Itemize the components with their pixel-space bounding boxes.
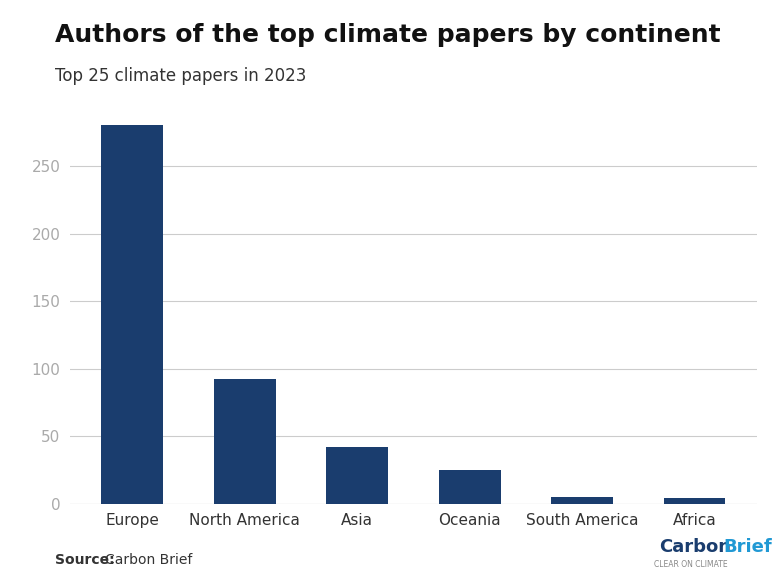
Text: Top 25 climate papers in 2023: Top 25 climate papers in 2023 [55, 67, 306, 85]
Bar [326, 447, 388, 504]
Text: Authors of the top climate papers by continent: Authors of the top climate papers by con… [55, 23, 720, 47]
Bar [438, 470, 501, 504]
Text: Carbon Brief: Carbon Brief [105, 554, 193, 567]
Bar [101, 126, 163, 504]
Text: Brief: Brief [724, 538, 772, 556]
Bar [214, 379, 275, 504]
Text: Source:: Source: [55, 554, 114, 567]
Bar [551, 497, 613, 504]
Text: CLEAR ON CLIMATE: CLEAR ON CLIMATE [654, 559, 728, 569]
Text: Carbon: Carbon [659, 538, 731, 556]
Bar [664, 499, 725, 504]
